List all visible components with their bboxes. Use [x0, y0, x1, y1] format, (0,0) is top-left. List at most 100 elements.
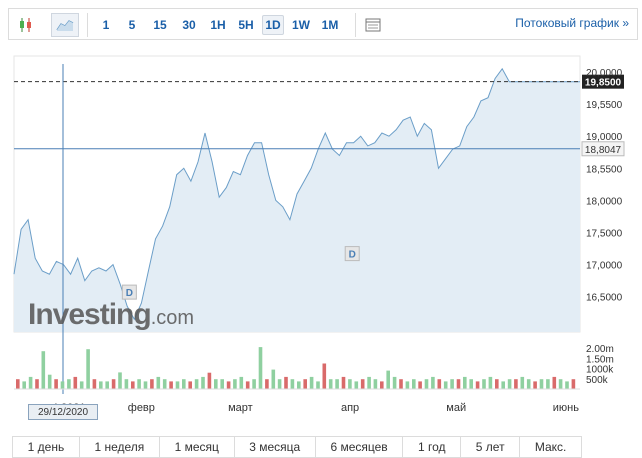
volume-bar [169, 381, 173, 389]
volume-bar [16, 379, 20, 389]
volume-bar [226, 381, 231, 389]
volume-bar [194, 379, 199, 389]
volume-bar [220, 379, 224, 389]
area-chart-icon[interactable] [51, 13, 79, 37]
interval-1w-button[interactable]: 1W [292, 18, 310, 32]
crosshair-price-box [581, 141, 625, 157]
volume-bar [380, 381, 384, 389]
x-tick-label: май [446, 402, 466, 414]
volume-bar [28, 376, 33, 389]
volume-bar [322, 363, 327, 389]
range-button-6[interactable]: 5 лет [461, 437, 521, 457]
volume-bar [463, 376, 467, 389]
price-tick-label: 18,0000 [586, 196, 623, 207]
volume-bar [86, 349, 90, 389]
volume-bar [424, 379, 429, 389]
volume-bar [252, 379, 256, 389]
volume-bar [418, 381, 422, 389]
investing-logo: Investing.com [28, 298, 195, 331]
volume-bar [271, 369, 276, 389]
volume-bar [309, 376, 314, 389]
interval-30-button[interactable]: 30 [182, 18, 196, 32]
volume-bar [284, 376, 288, 389]
range-button-2[interactable]: 1 месяц [159, 437, 235, 457]
volume-bar [456, 379, 461, 389]
volume-bar [73, 376, 78, 389]
volume-bar [399, 379, 403, 389]
volume-bar [316, 381, 320, 389]
x-tick-label: февр [128, 402, 155, 414]
volume-bar [431, 376, 435, 389]
interval-1d-button[interactable]: 1D [262, 15, 284, 35]
volume-bar [546, 379, 550, 389]
interval-1m-button[interactable]: 1M [321, 18, 339, 32]
interval-5-button[interactable]: 5 [128, 18, 136, 32]
volume-bar [507, 379, 512, 389]
volume-bar [35, 379, 39, 389]
price-tick-label: 20,0000 [586, 68, 623, 79]
range-button-3[interactable]: 3 месяца [234, 437, 316, 457]
x-tick-label: июнь [553, 402, 579, 414]
price-tick-label: 19,0000 [586, 132, 623, 143]
streaming-chart-link[interactable]: Потоковый график » [515, 16, 629, 30]
volume-bar [290, 379, 295, 389]
volume-tick-label: 500k [586, 375, 609, 386]
volume-bar [354, 381, 359, 389]
volume-bar [245, 381, 250, 389]
range-button-1[interactable]: 1 неделя [79, 437, 160, 457]
range-button-4[interactable]: 6 месяцев [315, 437, 404, 457]
volume-bar [47, 374, 52, 389]
range-button-7[interactable]: Макс. [520, 437, 582, 457]
volume-bar [22, 381, 26, 389]
volume-bar [386, 370, 390, 389]
price-tick-label: 18,5500 [586, 164, 623, 175]
volume-bar [297, 381, 301, 389]
price-tick-label: 17,5000 [586, 229, 623, 240]
candlestick-icon[interactable] [13, 13, 41, 37]
volume-bar [99, 381, 103, 389]
volume-bar [137, 379, 141, 389]
volume-bar [373, 379, 378, 389]
volume-bar [469, 379, 473, 389]
range-selector: 1 день 1 неделя 1 месяц 3 месяца 6 месяцев 1 … [12, 436, 582, 458]
volume-bar [105, 381, 109, 389]
volume-bar [111, 379, 116, 389]
volume-bar [437, 379, 442, 389]
volume-bar [558, 379, 563, 389]
volume-bar [488, 376, 493, 389]
interval-1-button[interactable]: 1 [102, 18, 110, 32]
volume-bar [207, 372, 212, 389]
volume-bar [341, 376, 346, 389]
dividend-marker-label: D [349, 250, 356, 261]
volume-bar [571, 379, 576, 389]
table-icon[interactable] [359, 13, 387, 37]
range-button-0[interactable]: 1 день [13, 437, 80, 457]
volume-bar [118, 372, 122, 389]
volume-bar [92, 379, 97, 389]
volume-bar [514, 379, 518, 389]
volume-bar [348, 379, 352, 389]
price-tick-label: 16,5000 [586, 293, 623, 304]
volume-bar [552, 376, 557, 389]
x-tick-label: апр [341, 402, 359, 414]
volume-bar [443, 381, 448, 389]
price-chart-svg: 19,8500 18,8047 20,0000 19,5500 19,0000 18,55… [13, 55, 625, 414]
interval-1h-button[interactable]: 1H [210, 18, 226, 32]
price-chart[interactable]: 19,8500 18,8047 20,0000 19,5500 19,0000 18,55… [0, 44, 642, 422]
volume-bar [182, 379, 186, 389]
volume-bar [60, 381, 65, 389]
range-button-5[interactable]: 1 год [403, 437, 462, 457]
volume-bar [328, 379, 333, 389]
volume-bar [188, 381, 192, 389]
dividend-marker [121, 284, 137, 300]
price-area [14, 68, 580, 333]
volume-bar [565, 381, 569, 389]
volume-tick-label: 1.50m [586, 354, 614, 365]
volume-bar [233, 379, 237, 389]
interval-5h-button[interactable]: 5H [238, 18, 254, 32]
volume-bar [495, 379, 499, 389]
interval-15-button[interactable]: 15 [153, 18, 167, 32]
volume-bar [533, 381, 537, 389]
volume-bar [201, 376, 205, 389]
volume-bar [41, 351, 46, 389]
